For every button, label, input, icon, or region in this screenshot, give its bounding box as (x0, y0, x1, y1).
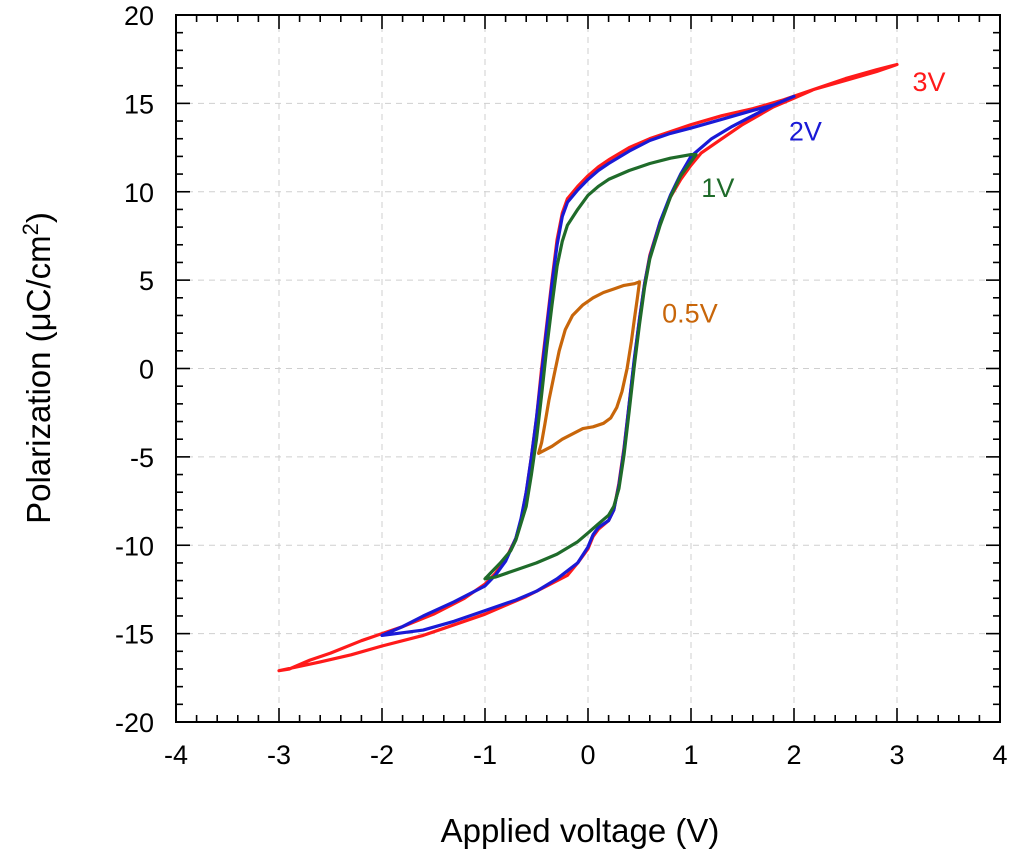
x-tick-label: -1 (473, 740, 497, 770)
y-tick-label: 5 (139, 266, 154, 296)
series-label-0-5V: 0.5V (662, 299, 718, 329)
series-label-layer: 3V 2V 1V 0.5V (662, 67, 945, 329)
y-tick-label: -5 (130, 443, 154, 473)
y-axis-title-group: Polarization (μC/cm2) (18, 212, 57, 524)
series-label-2V: 2V (789, 116, 822, 146)
y-tick-label: 20 (124, 1, 154, 31)
series-curve-1V (483, 153, 698, 581)
x-tick-label: -2 (370, 740, 394, 770)
x-axis-title: Applied voltage (V) (441, 812, 720, 849)
series-label-3V: 3V (912, 67, 945, 97)
y-tick-label: -20 (115, 708, 154, 738)
y-tick-label: -10 (115, 531, 154, 561)
y-tick-label: 0 (139, 355, 154, 385)
x-tick-label: 1 (683, 740, 698, 770)
series-curve-2V (380, 94, 796, 637)
y-axis-title: Polarization (μC/cm2) (18, 212, 57, 524)
x-tick-label: 2 (786, 740, 801, 770)
x-tick-label: 3 (889, 740, 904, 770)
x-tick-label: 0 (580, 740, 595, 770)
y-axis-title-close: ) (20, 212, 57, 223)
x-tick-label: -3 (267, 740, 291, 770)
x-tick-label: 4 (992, 740, 1007, 770)
tick-layer (175, 14, 1001, 723)
y-axis-title-main: Polarization (μC/cm (20, 235, 57, 524)
y-tick-label: -15 (115, 620, 154, 650)
y-axis-title-sup: 2 (18, 223, 43, 235)
grid-layer (176, 15, 1000, 722)
curve-layer (277, 62, 899, 673)
y-tick-label: 15 (124, 89, 154, 119)
series-curve-0-5V (537, 280, 642, 455)
y-tick-label: 10 (124, 178, 154, 208)
x-tick-label: -4 (164, 740, 188, 770)
series-label-1V: 1V (701, 173, 734, 203)
